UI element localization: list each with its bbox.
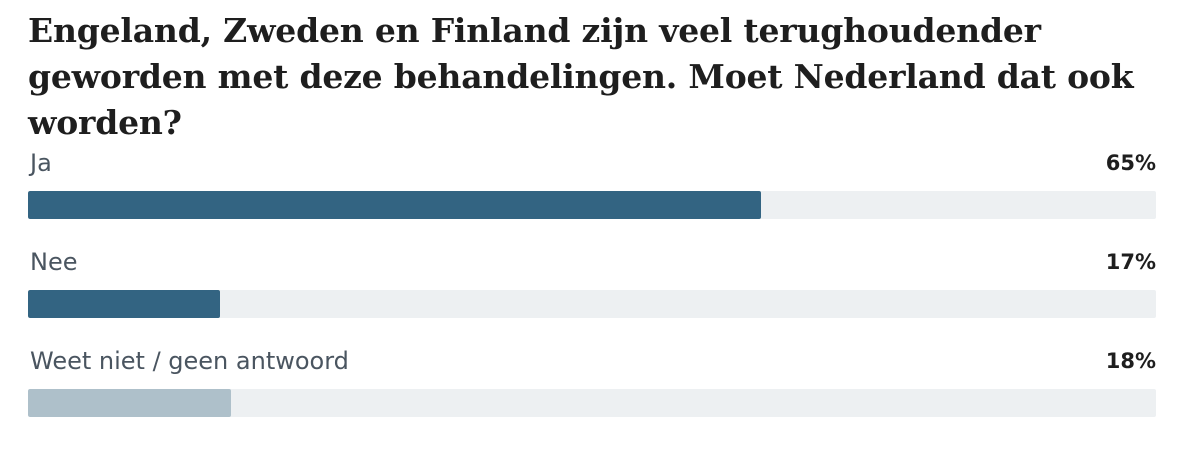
poll-card: Engeland, Zweden en Finland zijn veel te… <box>28 0 1156 445</box>
bar-fill <box>28 290 220 318</box>
option-label: Weet niet / geen antwoord <box>30 347 349 375</box>
option-percentage: 65% <box>1105 151 1156 175</box>
poll-options: Ja 65% Nee 17% Weet niet / geen antwoord… <box>28 148 1156 445</box>
bar-track <box>28 290 1156 318</box>
bar-fill <box>28 191 762 219</box>
poll-option-nee: Nee 17% <box>28 247 1156 346</box>
option-label: Nee <box>30 248 78 276</box>
poll-option-ja: Ja 65% <box>28 148 1156 247</box>
option-percentage: 17% <box>1105 250 1156 274</box>
option-label: Ja <box>30 149 52 177</box>
bar-track <box>28 191 1156 219</box>
bar-fill <box>28 389 232 417</box>
bar-track <box>28 389 1156 417</box>
poll-option-weet-niet: Weet niet / geen antwoord 18% <box>28 346 1156 445</box>
poll-question: Engeland, Zweden en Finland zijn veel te… <box>28 11 1134 142</box>
option-percentage: 18% <box>1105 349 1156 373</box>
